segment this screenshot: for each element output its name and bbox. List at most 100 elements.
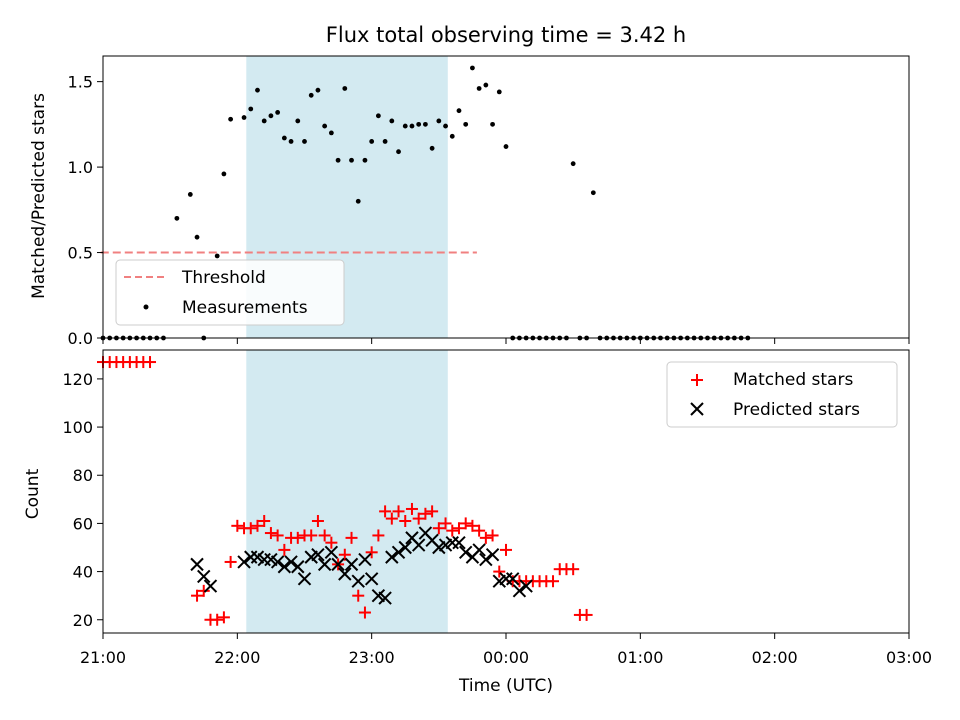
legend-predicted-label: Predicted stars bbox=[733, 400, 860, 420]
matched-star-point bbox=[251, 519, 264, 532]
predicted-star-point bbox=[519, 579, 533, 593]
measurement-point bbox=[349, 157, 354, 163]
predicted-star-point bbox=[358, 552, 372, 567]
measurement-point bbox=[490, 121, 495, 127]
predicted-star-point bbox=[344, 557, 359, 572]
measurement-point bbox=[288, 139, 294, 144]
measurement-point bbox=[429, 145, 435, 151]
matched-star-point bbox=[258, 515, 271, 528]
measurement-point bbox=[295, 118, 301, 124]
legend-matched-swatch bbox=[691, 374, 703, 386]
predicted-star-point bbox=[197, 569, 211, 584]
matched-star-point bbox=[372, 529, 385, 542]
x-tick-label: 00:00 bbox=[483, 648, 529, 667]
matched-star-point bbox=[244, 522, 257, 535]
matched-star-point bbox=[466, 519, 479, 532]
matched-star-point bbox=[345, 531, 358, 544]
matched-star-point bbox=[278, 543, 291, 556]
matched-star-point bbox=[224, 555, 237, 568]
measurement-point bbox=[302, 139, 307, 144]
ratio-y-tick-label: 0.0 bbox=[68, 329, 93, 348]
x-tick-label: 22:00 bbox=[214, 648, 260, 667]
matched-star-point bbox=[580, 608, 593, 621]
ratio-legend: Threshold Measurements bbox=[115, 259, 345, 326]
matched-star-point bbox=[217, 611, 230, 624]
matched-star-point bbox=[191, 589, 204, 602]
measurement-point bbox=[375, 113, 381, 119]
counts-y-tick-label: 40 bbox=[73, 563, 93, 582]
predicted-star-point bbox=[338, 567, 352, 581]
measurement-point bbox=[443, 123, 448, 129]
matched-star-point bbox=[547, 575, 560, 588]
predicted-star-point bbox=[458, 545, 473, 560]
predicted-star-point bbox=[324, 545, 339, 560]
measurement-point bbox=[355, 198, 361, 204]
ratio-y-tick-label: 1.5 bbox=[68, 73, 93, 92]
measurement-point bbox=[570, 161, 576, 167]
predicted-star-point bbox=[385, 550, 399, 564]
predicted-star-point bbox=[237, 555, 251, 569]
measurement-point bbox=[423, 121, 428, 127]
measurement-point bbox=[436, 118, 442, 124]
measurement-point bbox=[362, 157, 368, 163]
measurement-point bbox=[496, 89, 502, 95]
counts-y-tick-label: 20 bbox=[73, 611, 93, 630]
measurement-point bbox=[389, 118, 395, 124]
matched-star-point bbox=[271, 529, 284, 542]
x-axis-label: Time (UTC) bbox=[458, 676, 553, 696]
counts-y-tick-label: 80 bbox=[73, 466, 93, 485]
measurement-point bbox=[241, 115, 247, 120]
predicted-star-point bbox=[452, 535, 466, 550]
predicted-star-point bbox=[364, 572, 379, 586]
measurement-point bbox=[275, 110, 281, 115]
measurement-point bbox=[476, 86, 482, 91]
measurement-point bbox=[470, 65, 475, 71]
ratio-y-tick-label: 1.0 bbox=[68, 158, 93, 177]
measurement-point bbox=[328, 130, 334, 136]
matched-star-point bbox=[479, 531, 492, 544]
measurement-point bbox=[261, 118, 267, 124]
measurement-point bbox=[228, 116, 234, 122]
matched-star-point bbox=[358, 606, 371, 619]
measurement-point bbox=[590, 190, 596, 196]
counts-y-tick-label: 100 bbox=[62, 418, 93, 437]
predicted-star-point bbox=[378, 591, 392, 605]
legend-threshold-label: Threshold bbox=[181, 268, 266, 288]
measurement-point bbox=[463, 121, 469, 127]
measurement-point bbox=[255, 87, 260, 93]
matched-star-point bbox=[439, 517, 452, 530]
legend-matched-label: Matched stars bbox=[733, 370, 853, 390]
measurement-point bbox=[315, 87, 321, 93]
matched-star-point bbox=[392, 505, 405, 518]
x-tick-label: 02:00 bbox=[752, 648, 798, 667]
predicted-star-point bbox=[297, 572, 312, 586]
predicted-star-point bbox=[472, 543, 486, 557]
measurement-point bbox=[322, 123, 328, 129]
matched-star-point bbox=[459, 517, 472, 530]
measurement-point bbox=[382, 139, 388, 144]
counts-legend-box bbox=[666, 361, 898, 428]
matched-star-point bbox=[419, 507, 432, 520]
measurement-point bbox=[369, 139, 375, 144]
matched-star-point bbox=[405, 502, 418, 515]
measurement-point bbox=[174, 215, 180, 221]
legend-measurements-swatch bbox=[143, 304, 149, 310]
matched-star-point bbox=[264, 527, 277, 540]
predicted-star-point bbox=[284, 555, 298, 569]
predicted-star-point bbox=[311, 548, 325, 562]
matched-star-point bbox=[452, 522, 465, 535]
matched-star-point bbox=[486, 529, 499, 542]
counts-legend: Matched stars Predicted stars bbox=[666, 361, 898, 428]
predicted-star-point bbox=[479, 552, 493, 567]
matched-star-point bbox=[493, 565, 506, 578]
predicted-star-point bbox=[291, 560, 305, 574]
measurement-point bbox=[402, 123, 408, 129]
predicted-star-point bbox=[317, 557, 332, 572]
matched-star-point bbox=[365, 546, 378, 559]
matched-star-point bbox=[318, 529, 331, 542]
measurement-point bbox=[335, 157, 341, 163]
measurement-point bbox=[503, 144, 509, 149]
ratio-legend-box bbox=[115, 259, 345, 326]
matched-star-point bbox=[473, 524, 486, 537]
